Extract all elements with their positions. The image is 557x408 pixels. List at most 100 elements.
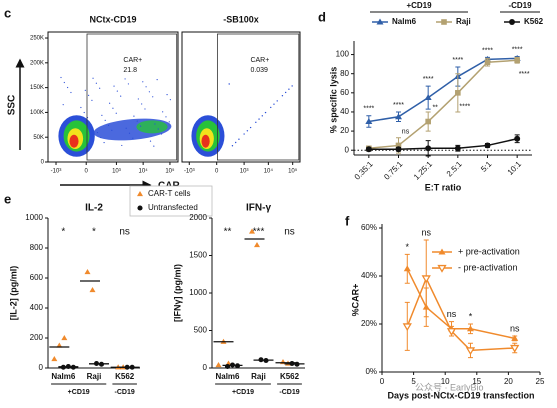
- y-tick-label: 2000: [189, 213, 207, 222]
- gate-label: CAR+: [123, 57, 142, 64]
- significance-label: ns: [402, 128, 410, 135]
- legend-marker: [376, 18, 384, 25]
- x-tick-label: 0: [215, 169, 219, 175]
- x-tick-label: 0.35:1: [353, 159, 375, 181]
- event-dot: [258, 118, 260, 120]
- significance-label: **: [224, 227, 232, 238]
- y-tick-label: 100: [336, 50, 350, 59]
- x-tick-label: 0: [85, 169, 89, 175]
- x-tick-label: 10:1: [506, 159, 524, 177]
- event-dot: [95, 82, 97, 84]
- event-dot: [91, 99, 93, 101]
- significance-label: ns: [447, 309, 457, 319]
- event-dot: [157, 128, 159, 130]
- chart-title: IL-2: [85, 203, 103, 214]
- x-tick-label: Nalm6: [51, 372, 76, 381]
- x-tick-label: 15: [472, 377, 481, 386]
- legend-marker: [437, 264, 447, 273]
- x-tick-label: Raji: [251, 372, 266, 381]
- significance-label: **: [432, 104, 438, 111]
- y-tick-label: 50K: [33, 135, 44, 141]
- event-dot: [127, 83, 130, 85]
- x-tick-label: K562: [280, 372, 300, 381]
- legend-label: K562: [524, 17, 544, 26]
- data-point: [249, 228, 255, 234]
- x-tick-label: 5: [411, 377, 416, 386]
- event-dot: [243, 133, 245, 135]
- data-point: [365, 146, 372, 153]
- y-tick-label: 0%: [365, 367, 377, 376]
- significance-label: ****: [363, 106, 374, 113]
- event-dot: [165, 116, 167, 118]
- event-dot: [107, 124, 110, 127]
- legend-marker: [441, 19, 447, 25]
- event-dot: [63, 81, 65, 84]
- data-point: [424, 94, 432, 101]
- plot-frame: [47, 31, 179, 163]
- data-point: [89, 287, 96, 293]
- legend-label: CAR-T cells: [148, 189, 191, 198]
- gate-label: CAR+: [250, 57, 269, 64]
- event-dot: [92, 77, 94, 79]
- event-dot: [144, 108, 146, 110]
- group-label: +CD19: [232, 389, 254, 396]
- event-dot: [128, 132, 131, 134]
- x-tick-label: 10: [441, 377, 450, 386]
- y-tick-label: 0: [41, 160, 45, 166]
- legend-label: - pre-activation: [458, 262, 518, 272]
- density: [201, 134, 210, 148]
- y-tick-label: 500: [194, 326, 208, 335]
- data-point: [421, 275, 431, 284]
- legend-marker: [137, 205, 143, 211]
- series-line: [406, 268, 515, 340]
- event-dot: [154, 123, 156, 125]
- y-tick-label: 60%: [361, 223, 377, 232]
- data-point: [254, 242, 260, 248]
- event-dot: [139, 125, 142, 127]
- data-point: [484, 142, 491, 149]
- significance-label: *: [92, 227, 96, 238]
- event-dot: [115, 112, 117, 114]
- y-tick-label: 60: [340, 88, 349, 97]
- significance-label: ****: [512, 46, 523, 53]
- x-tick-label: -10³: [51, 169, 62, 175]
- x-tick-label: 10³: [112, 169, 121, 175]
- group-label: -CD19: [115, 389, 135, 396]
- event-dot: [288, 88, 290, 90]
- y-tick-label: 400: [30, 303, 44, 312]
- legend-marker: [509, 19, 515, 25]
- event-dot: [116, 90, 118, 92]
- event-dot: [246, 130, 249, 132]
- event-dot: [231, 145, 234, 147]
- event-dot: [162, 111, 164, 113]
- gate-value: 0.039: [250, 67, 268, 74]
- event-dot: [70, 91, 72, 94]
- event-dot: [100, 136, 102, 139]
- series-line: [368, 57, 518, 123]
- event-dot: [255, 121, 257, 124]
- y-axis-label: [IL-2] (pg/ml): [8, 266, 18, 321]
- gate: [86, 33, 178, 161]
- event-dot: [103, 141, 105, 144]
- legend-group: -CD19: [508, 1, 532, 10]
- event-dot: [112, 107, 114, 109]
- significance-label: ns: [510, 323, 520, 333]
- event-dot: [234, 141, 237, 144]
- data-point: [365, 118, 373, 124]
- event-dot: [99, 87, 101, 89]
- event-dot: [284, 91, 287, 94]
- group-label: -CD19: [279, 389, 299, 396]
- y-axis-label: SSC: [7, 95, 18, 116]
- event-dot: [113, 85, 115, 87]
- significance-label: ns: [421, 227, 431, 237]
- data-point: [425, 145, 432, 152]
- x-tick-label: 25: [536, 377, 545, 386]
- data-point: [84, 269, 91, 275]
- event-dot: [148, 91, 150, 93]
- x-tick-label: 10⁵: [288, 168, 298, 175]
- y-tick-label: 20%: [361, 319, 377, 328]
- data-point: [466, 325, 474, 332]
- x-tick-label: 10⁴: [139, 168, 149, 175]
- data-point: [514, 57, 520, 64]
- y-tick-label: 100K: [30, 110, 44, 116]
